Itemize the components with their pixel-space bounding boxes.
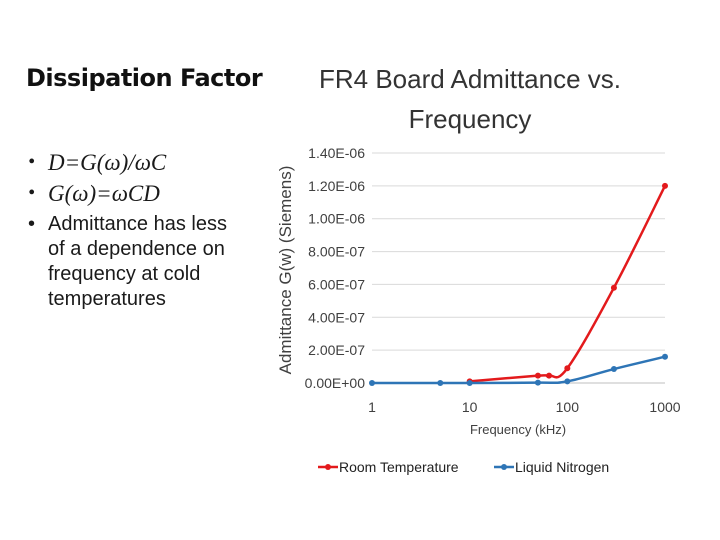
data-point: [564, 378, 571, 385]
x-tick-label: 10: [462, 399, 478, 415]
bullet-admittance-formula: G(ω)=ωCD: [28, 181, 228, 206]
y-axis-label: Admittance G(w) (Siemens): [276, 166, 295, 375]
bullet-dissipation-formula: D=G(ω)/ωC: [28, 150, 228, 175]
series-line-liquid-nitrogen: [372, 355, 666, 385]
data-point: [546, 372, 553, 379]
y-tick-label: 2.00E-07: [308, 342, 365, 358]
data-point: [662, 353, 668, 360]
legend-label: Room Temperature: [339, 459, 459, 475]
data-point: [437, 380, 444, 386]
y-tick-label: 1.00E-06: [308, 211, 365, 227]
chart-title-line-1: FR4 Board Admittance vs.: [319, 64, 621, 94]
legend-swatch-marker: [325, 464, 331, 470]
chart-title-line-2: Frequency: [409, 104, 532, 134]
bullet-list: D=G(ω)/ωC G(ω)=ωCD Admittance has less o…: [28, 150, 228, 318]
data-point: [534, 372, 541, 379]
data-point: [662, 182, 668, 189]
y-tick-label: 4.00E-07: [308, 309, 365, 325]
series-line-room-temperature: [469, 185, 667, 383]
x-tick-label: 100: [556, 399, 580, 415]
y-tick-label: 8.00E-07: [308, 244, 365, 260]
slide-title: Dissipation Factor: [26, 64, 263, 92]
y-tick-label: 1.20E-06: [308, 178, 365, 194]
legend-label: Liquid Nitrogen: [515, 459, 609, 475]
data-point: [534, 379, 541, 386]
data-point: [369, 380, 375, 386]
y-tick-label: 0.00E+00: [305, 375, 366, 391]
x-tick-label: 1: [368, 399, 376, 415]
x-axis-label: Frequency (kHz): [470, 422, 566, 437]
legend-swatch-marker: [501, 464, 507, 470]
y-tick-label: 1.40E-06: [308, 145, 365, 161]
data-point: [564, 365, 571, 372]
bullet-admittance-note: Admittance has less of a dependence on f…: [28, 212, 228, 312]
data-point: [466, 380, 473, 386]
y-tick-label: 6.00E-07: [308, 276, 365, 292]
data-point: [610, 284, 617, 291]
x-tick-label: 1000: [649, 399, 680, 415]
data-point: [610, 366, 617, 373]
